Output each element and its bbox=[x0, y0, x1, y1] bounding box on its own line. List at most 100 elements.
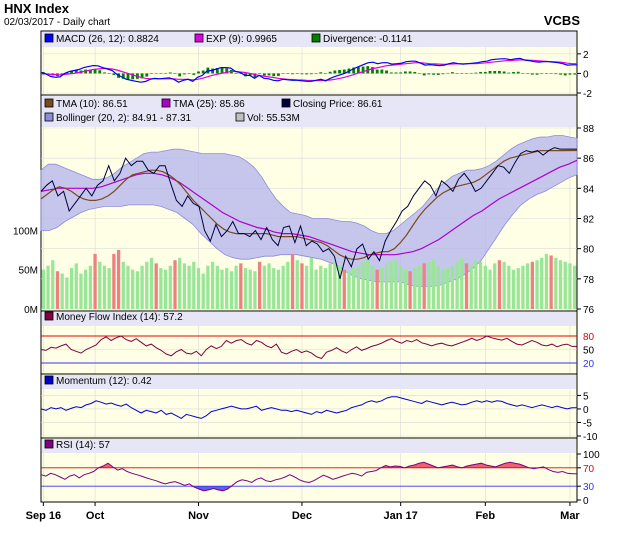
divergence-bar bbox=[483, 71, 487, 74]
divergence-bar bbox=[432, 73, 436, 75]
divergence-bar bbox=[403, 71, 407, 74]
macd-tick-label: 0 bbox=[583, 69, 589, 80]
price-tick-label: 84 bbox=[583, 184, 595, 195]
volume-bar bbox=[394, 260, 398, 309]
momentum-legend-swatch bbox=[44, 375, 54, 385]
divergence-bar bbox=[530, 73, 534, 75]
volume-bar bbox=[422, 263, 426, 309]
volume-bar bbox=[286, 261, 290, 309]
volume-bar bbox=[107, 268, 111, 309]
price-legend-label: TMA (10): 86.51 bbox=[56, 99, 128, 110]
divergence-bar bbox=[74, 70, 78, 74]
divergence-bar bbox=[333, 70, 337, 74]
divergence-bar bbox=[375, 69, 379, 74]
volume-bar bbox=[469, 265, 473, 309]
x-axis-label: Nov bbox=[188, 510, 210, 522]
mfi-tick-label: 80 bbox=[583, 332, 595, 343]
volume-bar bbox=[135, 271, 140, 309]
price-legend-area bbox=[42, 96, 576, 127]
volume-bar bbox=[493, 263, 497, 309]
divergence-bar bbox=[446, 72, 450, 74]
volume-bar bbox=[478, 261, 483, 309]
exp-line bbox=[41, 59, 577, 82]
divergence-bar bbox=[460, 73, 464, 74]
price-tick-label: 86 bbox=[583, 154, 595, 165]
volume-bar bbox=[516, 268, 520, 309]
volume-bar bbox=[333, 261, 337, 309]
divergence-bar bbox=[493, 70, 497, 74]
momentum-tick-label: 0 bbox=[583, 405, 589, 416]
chart-title: HNX Index bbox=[4, 1, 70, 16]
divergence-bar bbox=[319, 72, 323, 74]
divergence-bar bbox=[220, 67, 224, 74]
divergence-bar bbox=[540, 73, 544, 74]
volume-bar bbox=[563, 261, 567, 309]
rsi-legend-swatch bbox=[44, 439, 54, 449]
mfi-legend-area bbox=[42, 312, 576, 326]
volume-bar bbox=[93, 253, 97, 309]
volume-bar bbox=[384, 263, 389, 309]
mfi-tick-label: 50 bbox=[583, 346, 595, 357]
divergence-bar bbox=[239, 73, 243, 74]
rsi-tick-label: 0 bbox=[583, 496, 589, 507]
divergence-bar bbox=[126, 73, 130, 80]
volume-bar bbox=[173, 260, 177, 309]
bollinger-band bbox=[40, 135, 578, 287]
divergence-bar bbox=[267, 73, 271, 76]
divergence-bar bbox=[131, 73, 135, 80]
volume-bar bbox=[248, 269, 252, 309]
divergence-bar bbox=[498, 70, 501, 74]
divergence-bar bbox=[300, 73, 304, 75]
volume-bar bbox=[403, 269, 408, 309]
volume-bar bbox=[168, 265, 172, 309]
price-legend-swatch bbox=[44, 98, 54, 108]
divergence-bar bbox=[394, 72, 398, 74]
divergence-bar bbox=[178, 73, 182, 77]
rsi-tick-label: 30 bbox=[583, 482, 595, 493]
momentum-tick-label: 5 bbox=[583, 391, 589, 402]
divergence-bar bbox=[389, 72, 393, 74]
macd-legend-label: MACD (26, 12): 0.8824 bbox=[56, 34, 159, 45]
divergence-bar bbox=[187, 73, 191, 74]
divergence-bar bbox=[192, 73, 196, 75]
momentum-line bbox=[40, 396, 577, 419]
volume-bar bbox=[178, 257, 182, 309]
divergence-bar bbox=[479, 71, 483, 74]
momentum-tick-label: -10 bbox=[583, 432, 598, 443]
volume-bar bbox=[163, 269, 168, 309]
price-legend-swatch bbox=[161, 98, 171, 108]
volume-bar bbox=[69, 268, 74, 309]
divergence-bar bbox=[291, 73, 294, 75]
volume-bar bbox=[328, 263, 332, 309]
divergence-bar bbox=[88, 69, 92, 74]
macd-legend-swatch bbox=[194, 33, 204, 43]
volume-bar bbox=[210, 261, 215, 309]
volume-bar bbox=[300, 263, 304, 309]
divergence-bar bbox=[385, 70, 388, 74]
divergence-bar bbox=[234, 73, 238, 74]
volume-bar bbox=[427, 261, 431, 309]
macd-tick-label: -2 bbox=[583, 89, 592, 100]
mfi-tick-label: 20 bbox=[583, 359, 595, 370]
volume-bar bbox=[116, 249, 121, 309]
volume-bar bbox=[573, 265, 577, 309]
volume-bar bbox=[290, 253, 295, 309]
divergence-bar bbox=[258, 73, 262, 74]
volume-bar bbox=[554, 257, 558, 309]
macd-legend-swatch bbox=[311, 33, 321, 43]
macd-legend-label: Divergence: -0.1141 bbox=[323, 34, 413, 45]
divergence-bar bbox=[469, 72, 473, 74]
divergence-bar bbox=[121, 73, 125, 79]
divergence-bar bbox=[512, 71, 515, 74]
x-axis-label: Sep 16 bbox=[26, 510, 61, 522]
divergence-bar bbox=[418, 73, 421, 74]
volume-bar bbox=[149, 257, 154, 309]
volume-bar bbox=[295, 260, 299, 309]
macd-tick-label: 2 bbox=[583, 50, 589, 61]
divergence-bar bbox=[305, 73, 309, 75]
rsi-legend-label: RSI (14): 57 bbox=[56, 440, 110, 451]
divergence-bar bbox=[352, 67, 356, 74]
divergence-bar bbox=[436, 73, 440, 75]
rsi-tick-label: 100 bbox=[583, 450, 600, 461]
